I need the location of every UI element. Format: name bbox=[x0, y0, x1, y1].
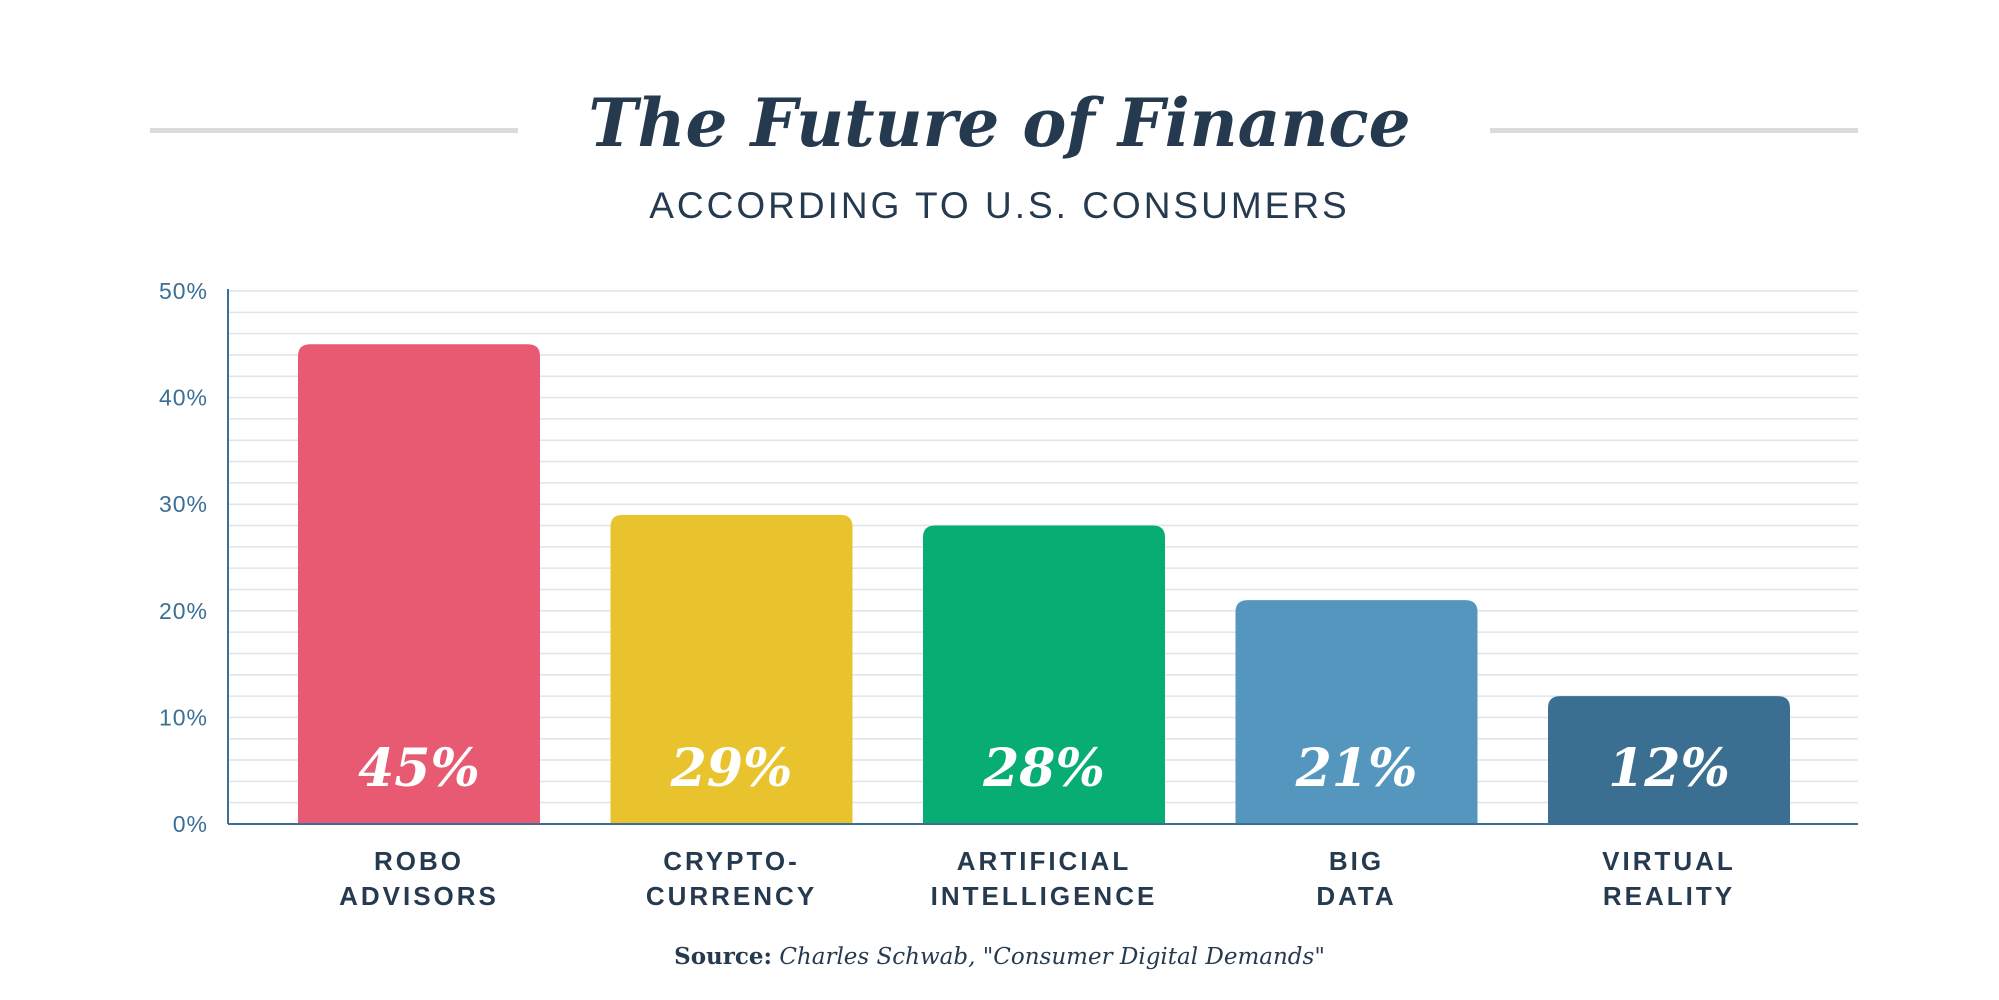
y-tick-label: 30% bbox=[159, 491, 208, 517]
bar bbox=[1235, 600, 1478, 824]
bar bbox=[1548, 696, 1790, 824]
labels: 45% ROBO ADVISORS 29% CRYPTO- CURRENCY 28% ARTI… bbox=[339, 738, 1736, 911]
source-text: Charles Schwab, "Consumer Digital Demand… bbox=[779, 944, 1325, 970]
y-tick-label: 40% bbox=[159, 385, 208, 411]
source-label: Source: bbox=[674, 943, 773, 970]
category-label: VIRTUAL bbox=[1602, 846, 1736, 876]
y-tick-label: 10% bbox=[159, 704, 208, 730]
title-rule-right bbox=[1490, 128, 1858, 133]
category-label: CURRENCY bbox=[646, 881, 817, 911]
y-tick-label: 20% bbox=[159, 598, 208, 624]
category-label: ARTIFICIAL bbox=[957, 846, 1131, 876]
bar-value-label: 21% bbox=[1295, 738, 1418, 799]
y-tick-label: 0% bbox=[173, 811, 208, 837]
chart-subtitle: ACCORDING TO U.S. CONSUMERS bbox=[649, 185, 1350, 226]
category-label: BIG bbox=[1329, 846, 1384, 876]
category-label: ROBO bbox=[374, 846, 464, 876]
bars bbox=[298, 344, 1790, 824]
category-label: ADVISORS bbox=[339, 881, 499, 911]
chart-title: The Future of Finance bbox=[588, 84, 1411, 162]
category-label: DATA bbox=[1316, 881, 1396, 911]
source-note: Source: Charles Schwab, "Consumer Digita… bbox=[0, 942, 1999, 972]
axes: 0% 10% 20% 30% 40% 50% bbox=[159, 278, 1858, 837]
bar-value-label: 12% bbox=[1608, 738, 1730, 799]
bar bbox=[923, 525, 1165, 824]
bar-value-label: 29% bbox=[670, 738, 793, 799]
y-tick-label: 50% bbox=[159, 278, 208, 304]
category-label: INTELLIGENCE bbox=[931, 881, 1158, 911]
bar bbox=[298, 344, 540, 824]
bar-value-label: 28% bbox=[982, 738, 1105, 799]
bar-value-label: 45% bbox=[358, 738, 480, 799]
category-label: REALITY bbox=[1603, 881, 1735, 911]
category-label: CRYPTO- bbox=[663, 846, 800, 876]
title-rule-left bbox=[150, 128, 518, 133]
bar bbox=[610, 514, 853, 824]
